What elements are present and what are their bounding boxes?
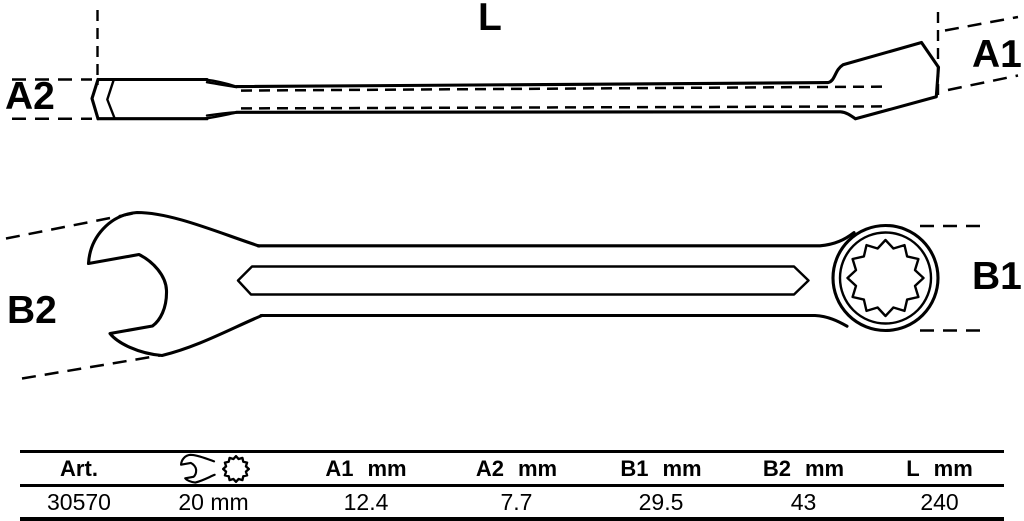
- value-size: 20 mm: [178, 488, 249, 515]
- value-art-number: 30570: [47, 488, 111, 515]
- header-art: Art.: [60, 455, 98, 481]
- handle-bottom-edge: [259, 313, 849, 328]
- handle-top-edge: [256, 231, 856, 248]
- open-end-head-outline: [86, 210, 264, 358]
- ring-end-outer-circle: [831, 223, 940, 333]
- ring-end-inner-circle: [838, 231, 933, 325]
- open-end-side-tip-inner: [106, 79, 116, 120]
- b2-guide-top: [5, 212, 134, 240]
- label-b2: B2: [7, 289, 57, 332]
- label-a2: A2: [5, 75, 55, 118]
- header-b2: B2 mm: [762, 455, 845, 481]
- label-a1: A1: [972, 33, 1022, 76]
- hidden-line-bottom: [240, 105, 887, 110]
- spec-table: Art. A1 mm A2 mm B1 mm: [20, 450, 1004, 521]
- top-view: [5, 210, 980, 380]
- value-b2: 43: [790, 488, 817, 515]
- handle-recess-panel: [236, 265, 810, 296]
- header-size-icons: [138, 453, 289, 484]
- wrench-drawing: [5, 10, 1019, 380]
- label-length-l: L: [478, 0, 502, 39]
- a1-guide-bottom: [947, 74, 1019, 92]
- header-a1: A1 mm: [325, 455, 407, 481]
- value-l: 240: [920, 488, 959, 515]
- value-a2: 7.7: [500, 488, 533, 515]
- twelve-point-ring-icon: [221, 454, 250, 483]
- side-view: [12, 10, 1019, 121]
- label-b1: B1: [972, 255, 1022, 298]
- open-end-side-tip-outer: [90, 77, 100, 121]
- value-b1: 29.5: [638, 488, 684, 515]
- a1-guide-top: [944, 15, 1019, 32]
- header-b1: B1 mm: [620, 455, 702, 481]
- open-end-wrench-icon: [179, 453, 216, 484]
- spec-table-data-row: 30570 20 mm 12.4 7.7 29.5 43 240: [20, 487, 1004, 517]
- spec-table-header-row: Art. A1 mm A2 mm B1 mm: [20, 453, 1004, 487]
- header-a2: A2 mm: [475, 455, 558, 481]
- value-a1: 12.4: [343, 488, 389, 515]
- b2-guide-bottom: [21, 354, 161, 380]
- ring-end-12point-bore: [846, 238, 925, 318]
